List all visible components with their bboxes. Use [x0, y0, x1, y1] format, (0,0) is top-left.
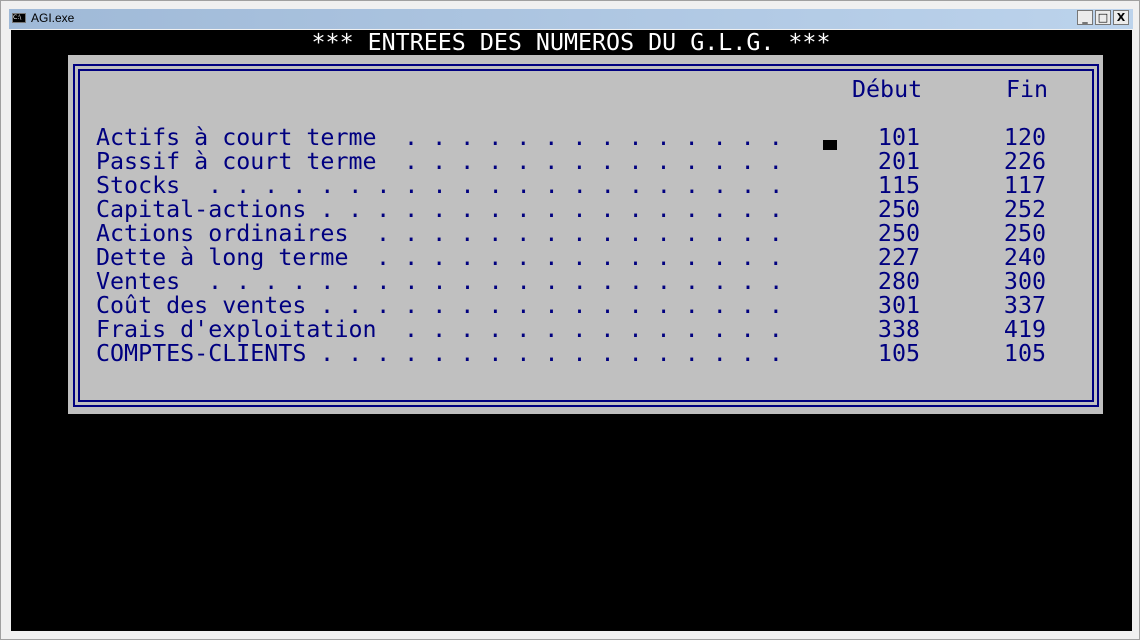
title-bar[interactable]: C:\ AGI.exe _ □ X — [9, 9, 1133, 29]
panel-border — [73, 64, 1099, 407]
start-field[interactable]: 115 — [877, 172, 920, 199]
row-label: Frais d'exploitation — [96, 316, 377, 343]
row-label: Stocks — [96, 172, 181, 199]
end-field[interactable]: 252 — [1003, 196, 1046, 223]
row-label: Capital-actions — [96, 196, 307, 223]
start-field[interactable]: 280 — [877, 268, 920, 295]
text-cursor — [823, 140, 837, 150]
dot-leader: . . . . . . . . . . . . . . . . . . . . … — [180, 268, 784, 295]
dot-leader: . . . . . . . . . . . . . . — [376, 148, 783, 175]
maximize-button[interactable]: □ — [1095, 10, 1111, 25]
start-field[interactable]: 250 — [877, 196, 920, 223]
end-field[interactable]: 120 — [1003, 124, 1046, 151]
screen-heading: *** ENTREES DES NUMEROS DU G.L.G. *** — [311, 29, 831, 56]
row-label: COMPTES-CLIENTS — [96, 340, 307, 367]
dot-leader: . . . . . . . . . . . . . . . — [348, 244, 783, 271]
start-field[interactable]: 101 — [877, 124, 920, 151]
column-header-end: Fin — [1006, 76, 1049, 103]
dot-leader: . . . . . . . . . . . . . . . . . — [306, 292, 783, 319]
end-field[interactable]: 226 — [1003, 148, 1046, 175]
dot-leader: . . . . . . . . . . . . . . . . . . . . … — [180, 172, 784, 199]
dot-leader: . . . . . . . . . . . . . . — [376, 316, 783, 343]
start-field[interactable]: 201 — [877, 148, 920, 175]
gl-entry-panel: Début Fin Actifs à court terme . . . . .… — [68, 55, 1103, 414]
dot-leader: . . . . . . . . . . . . . . . . . — [306, 340, 783, 367]
console-icon: C:\ — [12, 13, 26, 23]
start-field[interactable]: 227 — [877, 244, 920, 271]
end-field[interactable]: 300 — [1003, 268, 1046, 295]
end-field[interactable]: 240 — [1003, 244, 1046, 271]
dot-leader: . . . . . . . . . . . . . . — [376, 124, 783, 151]
start-field[interactable]: 105 — [877, 340, 920, 367]
end-field[interactable]: 105 — [1003, 340, 1046, 367]
row-label: Ventes — [96, 268, 181, 295]
window-title: AGI.exe — [31, 11, 75, 25]
minimize-button[interactable]: _ — [1077, 10, 1093, 25]
dot-leader: . . . . . . . . . . . . . . . . . — [306, 196, 783, 223]
close-button[interactable]: X — [1113, 10, 1129, 25]
row-label: Dette à long terme — [96, 244, 349, 271]
dot-leader: . . . . . . . . . . . . . . . — [348, 220, 783, 247]
start-field[interactable]: 338 — [877, 316, 920, 343]
row-label: Actifs à court terme — [96, 124, 377, 151]
console-area: *** ENTREES DES NUMEROS DU G.L.G. *** Dé… — [11, 30, 1132, 631]
end-field[interactable]: 117 — [1003, 172, 1046, 199]
end-field[interactable]: 250 — [1003, 220, 1046, 247]
column-header-start: Début — [852, 76, 923, 103]
end-field[interactable]: 337 — [1003, 292, 1046, 319]
row-label: Passif à court terme — [96, 148, 377, 175]
row-label: Coût des ventes — [96, 292, 307, 319]
end-field[interactable]: 419 — [1003, 316, 1046, 343]
row-label: Actions ordinaires — [96, 220, 349, 247]
start-field[interactable]: 250 — [877, 220, 920, 247]
start-field[interactable]: 301 — [877, 292, 920, 319]
